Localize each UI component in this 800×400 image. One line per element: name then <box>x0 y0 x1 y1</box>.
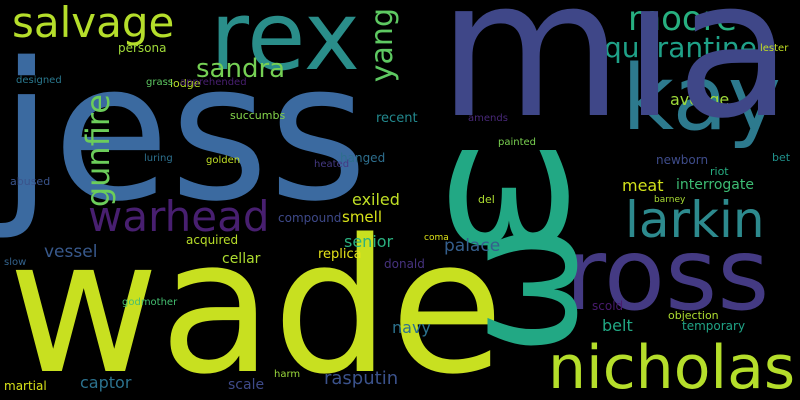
word: cellar <box>222 251 261 267</box>
word: scale <box>228 377 265 393</box>
word: succumbs <box>230 109 286 122</box>
word: amends <box>468 113 508 124</box>
word: bet <box>772 151 791 164</box>
word: luring <box>144 153 173 164</box>
word: larkin <box>625 191 765 249</box>
word: temporary <box>682 319 746 333</box>
word: avenge <box>670 90 730 109</box>
word: riot <box>710 165 729 178</box>
word: wade <box>8 199 504 400</box>
word: salvage <box>12 0 175 47</box>
word: kay <box>622 46 781 151</box>
word: hanged <box>340 151 386 165</box>
word: gunfire <box>79 94 117 208</box>
word: yang <box>365 8 400 83</box>
word: moore <box>628 0 737 39</box>
word: ross <box>565 216 770 333</box>
word: rex <box>210 0 360 92</box>
word: painted <box>498 137 537 148</box>
word: designed <box>16 75 62 86</box>
word: nicholas <box>548 333 796 400</box>
word: palace <box>444 236 501 256</box>
word: jess <box>0 22 368 243</box>
word: barney <box>654 195 686 205</box>
word: replica <box>318 247 362 262</box>
word: grass <box>146 77 174 88</box>
word: recent <box>376 111 418 126</box>
word: interrogate <box>676 177 754 193</box>
word: slow <box>4 257 27 268</box>
word: godmother <box>122 297 178 308</box>
omega-glyph: mia <box>438 0 793 160</box>
word: smell <box>342 208 382 226</box>
word: scold <box>592 299 624 313</box>
word: captor <box>80 373 132 392</box>
word: del <box>478 193 495 206</box>
word: belt <box>602 316 633 335</box>
omega-glyph: ω <box>438 86 581 284</box>
word: persona <box>118 41 167 55</box>
word: golden <box>206 155 241 166</box>
word: warhead <box>88 192 270 241</box>
word: vessel <box>44 242 98 262</box>
word: sandra <box>196 54 286 84</box>
word: acquired <box>186 233 239 247</box>
word: compound <box>278 211 342 225</box>
word: heated <box>314 159 350 170</box>
word: meat <box>622 176 664 195</box>
word: rasputin <box>324 368 399 389</box>
word: navy <box>392 318 431 337</box>
word: objection <box>668 309 719 322</box>
word: abused <box>10 175 51 188</box>
word: senior <box>344 232 394 251</box>
word: exiled <box>352 190 400 209</box>
word: donald <box>384 257 425 271</box>
word: martial <box>4 379 47 393</box>
word: coma <box>424 233 449 243</box>
word: newborn <box>656 153 709 167</box>
word: lodge <box>170 77 201 90</box>
word: lester <box>760 43 789 54</box>
word: apprehended <box>180 77 247 88</box>
word: harm <box>274 369 301 380</box>
word: quarantine <box>604 31 757 64</box>
